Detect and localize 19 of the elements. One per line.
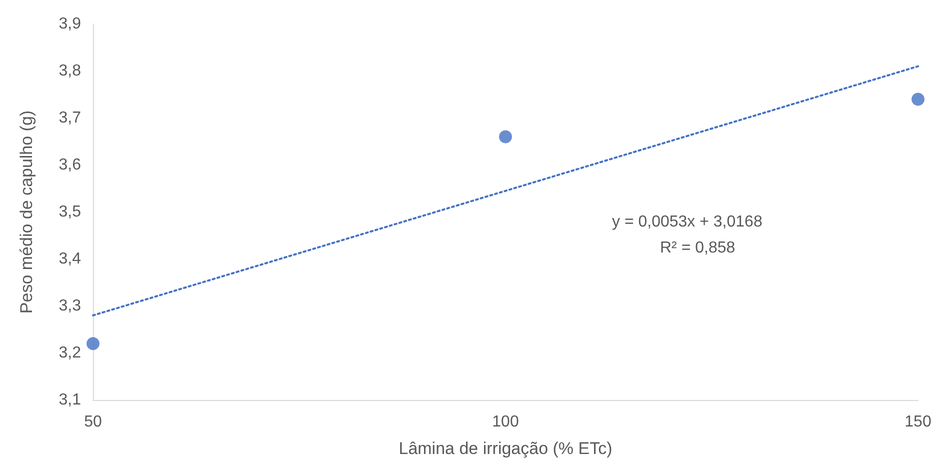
annotation: y = 0,0053x + 3,0168 [612,214,762,230]
x-axis-title: Lâmina de irrigação (% ETc) [398,439,612,458]
x-tick-label: 150 [904,414,932,430]
point [499,130,512,144]
y-tick-label: 3,8 [58,62,82,80]
y-tick-label: 3,9 [58,16,82,32]
point [912,92,924,106]
y-tick-label: 3,3 [58,298,82,314]
y-tick-label: 3,1 [58,392,82,408]
y-tick-label: 3,7 [58,110,82,126]
point [86,337,100,350]
y-tick-label: 3,6 [58,156,82,174]
y-tick-label: 3,2 [58,344,82,362]
x-tick-label: 100 [492,414,519,430]
y-tick-label: 3,4 [58,250,82,268]
y-axis-title: Peso médio de capulho (g) [17,110,36,314]
y-tick-label: 3,5 [58,204,82,220]
x-tick-label: 50 [84,414,102,430]
annotation: R² = 0,858 [660,240,736,256]
